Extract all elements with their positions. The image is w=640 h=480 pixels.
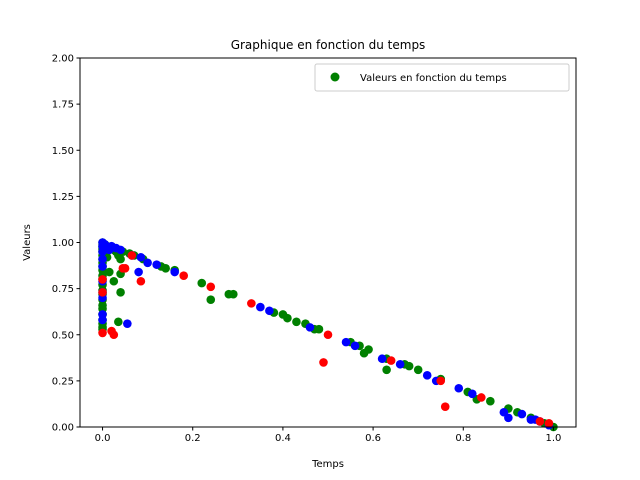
y-axis-label: Valeurs (22, 224, 33, 261)
series-group (98, 251, 554, 428)
data-point (206, 282, 216, 292)
data-point (319, 358, 328, 367)
y-tick-label: 1.00 (52, 238, 74, 249)
legend-label: Valeurs en fonction du temps (360, 73, 507, 84)
x-tick-label: 0.6 (365, 433, 381, 444)
legend-marker (330, 72, 340, 82)
data-point (436, 376, 446, 386)
y-tick-label: 1.75 (52, 100, 74, 111)
data-point (256, 302, 265, 312)
data-point (120, 264, 130, 273)
data-point (109, 276, 119, 286)
plot-frame (79, 57, 577, 428)
x-tick-label: 0.4 (275, 433, 291, 444)
data-point (314, 324, 324, 334)
x-tick-label: 0.0 (95, 433, 111, 444)
data-point (535, 417, 545, 426)
data-point (364, 345, 373, 354)
data-point (206, 295, 216, 304)
data-point (229, 289, 238, 299)
data-point (98, 275, 107, 284)
y-tick-label: 0.50 (52, 330, 74, 341)
y-tick-label: 1.50 (52, 146, 74, 157)
data-point (440, 402, 450, 412)
y-tick-label: 0.25 (52, 376, 74, 387)
data-point (504, 413, 513, 423)
data-point (123, 319, 132, 328)
data-point (98, 288, 107, 297)
legend-box (314, 63, 570, 92)
data-point (404, 361, 414, 371)
y-tick-label: 0.75 (52, 284, 74, 295)
data-point (98, 262, 107, 271)
data-point (517, 409, 527, 419)
y-axis: 0.00 0.25 0.50 0.75 1.00 1.25 1.50 1.75 2.00 (52, 54, 80, 434)
data-point (247, 299, 256, 308)
x-axis: 0.0 0.2 0.4 0.6 0.8 1.0 (95, 427, 562, 444)
data-point (152, 260, 161, 269)
data-point (486, 396, 495, 406)
data-point (136, 252, 146, 262)
data-point (283, 313, 292, 323)
data-point (98, 315, 107, 325)
legend: Valeurs en fonction du temps (314, 63, 570, 92)
x-tick-label: 1.0 (546, 433, 562, 444)
data-point (179, 271, 189, 281)
data-point (477, 393, 486, 402)
data-point (143, 258, 152, 268)
data-point (265, 306, 274, 316)
data-point (323, 330, 333, 340)
chart-title: Graphique en fonction du temps (231, 38, 426, 52)
data-point (116, 288, 125, 297)
data-point (98, 328, 107, 338)
y-tick-label: 1.25 (52, 192, 74, 203)
data-point (350, 341, 360, 351)
data-point (197, 278, 207, 288)
data-point (386, 356, 396, 365)
y-tick-label: 0.00 (52, 423, 74, 434)
data-point (170, 267, 179, 277)
data-point (377, 354, 387, 364)
plot-area (98, 238, 558, 432)
data-point (109, 330, 119, 340)
data-point (305, 323, 315, 332)
x-tick-label: 0.2 (185, 433, 201, 444)
x-tick-label: 0.8 (455, 433, 471, 444)
data-point (454, 383, 464, 393)
data-point (105, 267, 114, 277)
data-point (422, 371, 432, 380)
data-point (413, 365, 423, 375)
data-point (114, 317, 123, 327)
data-point (544, 419, 554, 428)
data-point (467, 389, 477, 399)
data-point (116, 245, 125, 255)
data-point (341, 337, 351, 347)
data-point (127, 251, 137, 260)
x-axis-label: Temps (311, 459, 344, 470)
y-tick-label: 2.00 (52, 54, 74, 65)
data-point (292, 317, 301, 327)
data-point (136, 276, 146, 286)
data-point (98, 254, 107, 264)
data-point (382, 365, 391, 375)
data-point (161, 264, 170, 273)
data-point (395, 359, 405, 369)
data-point (116, 254, 125, 264)
data-point (134, 267, 143, 277)
